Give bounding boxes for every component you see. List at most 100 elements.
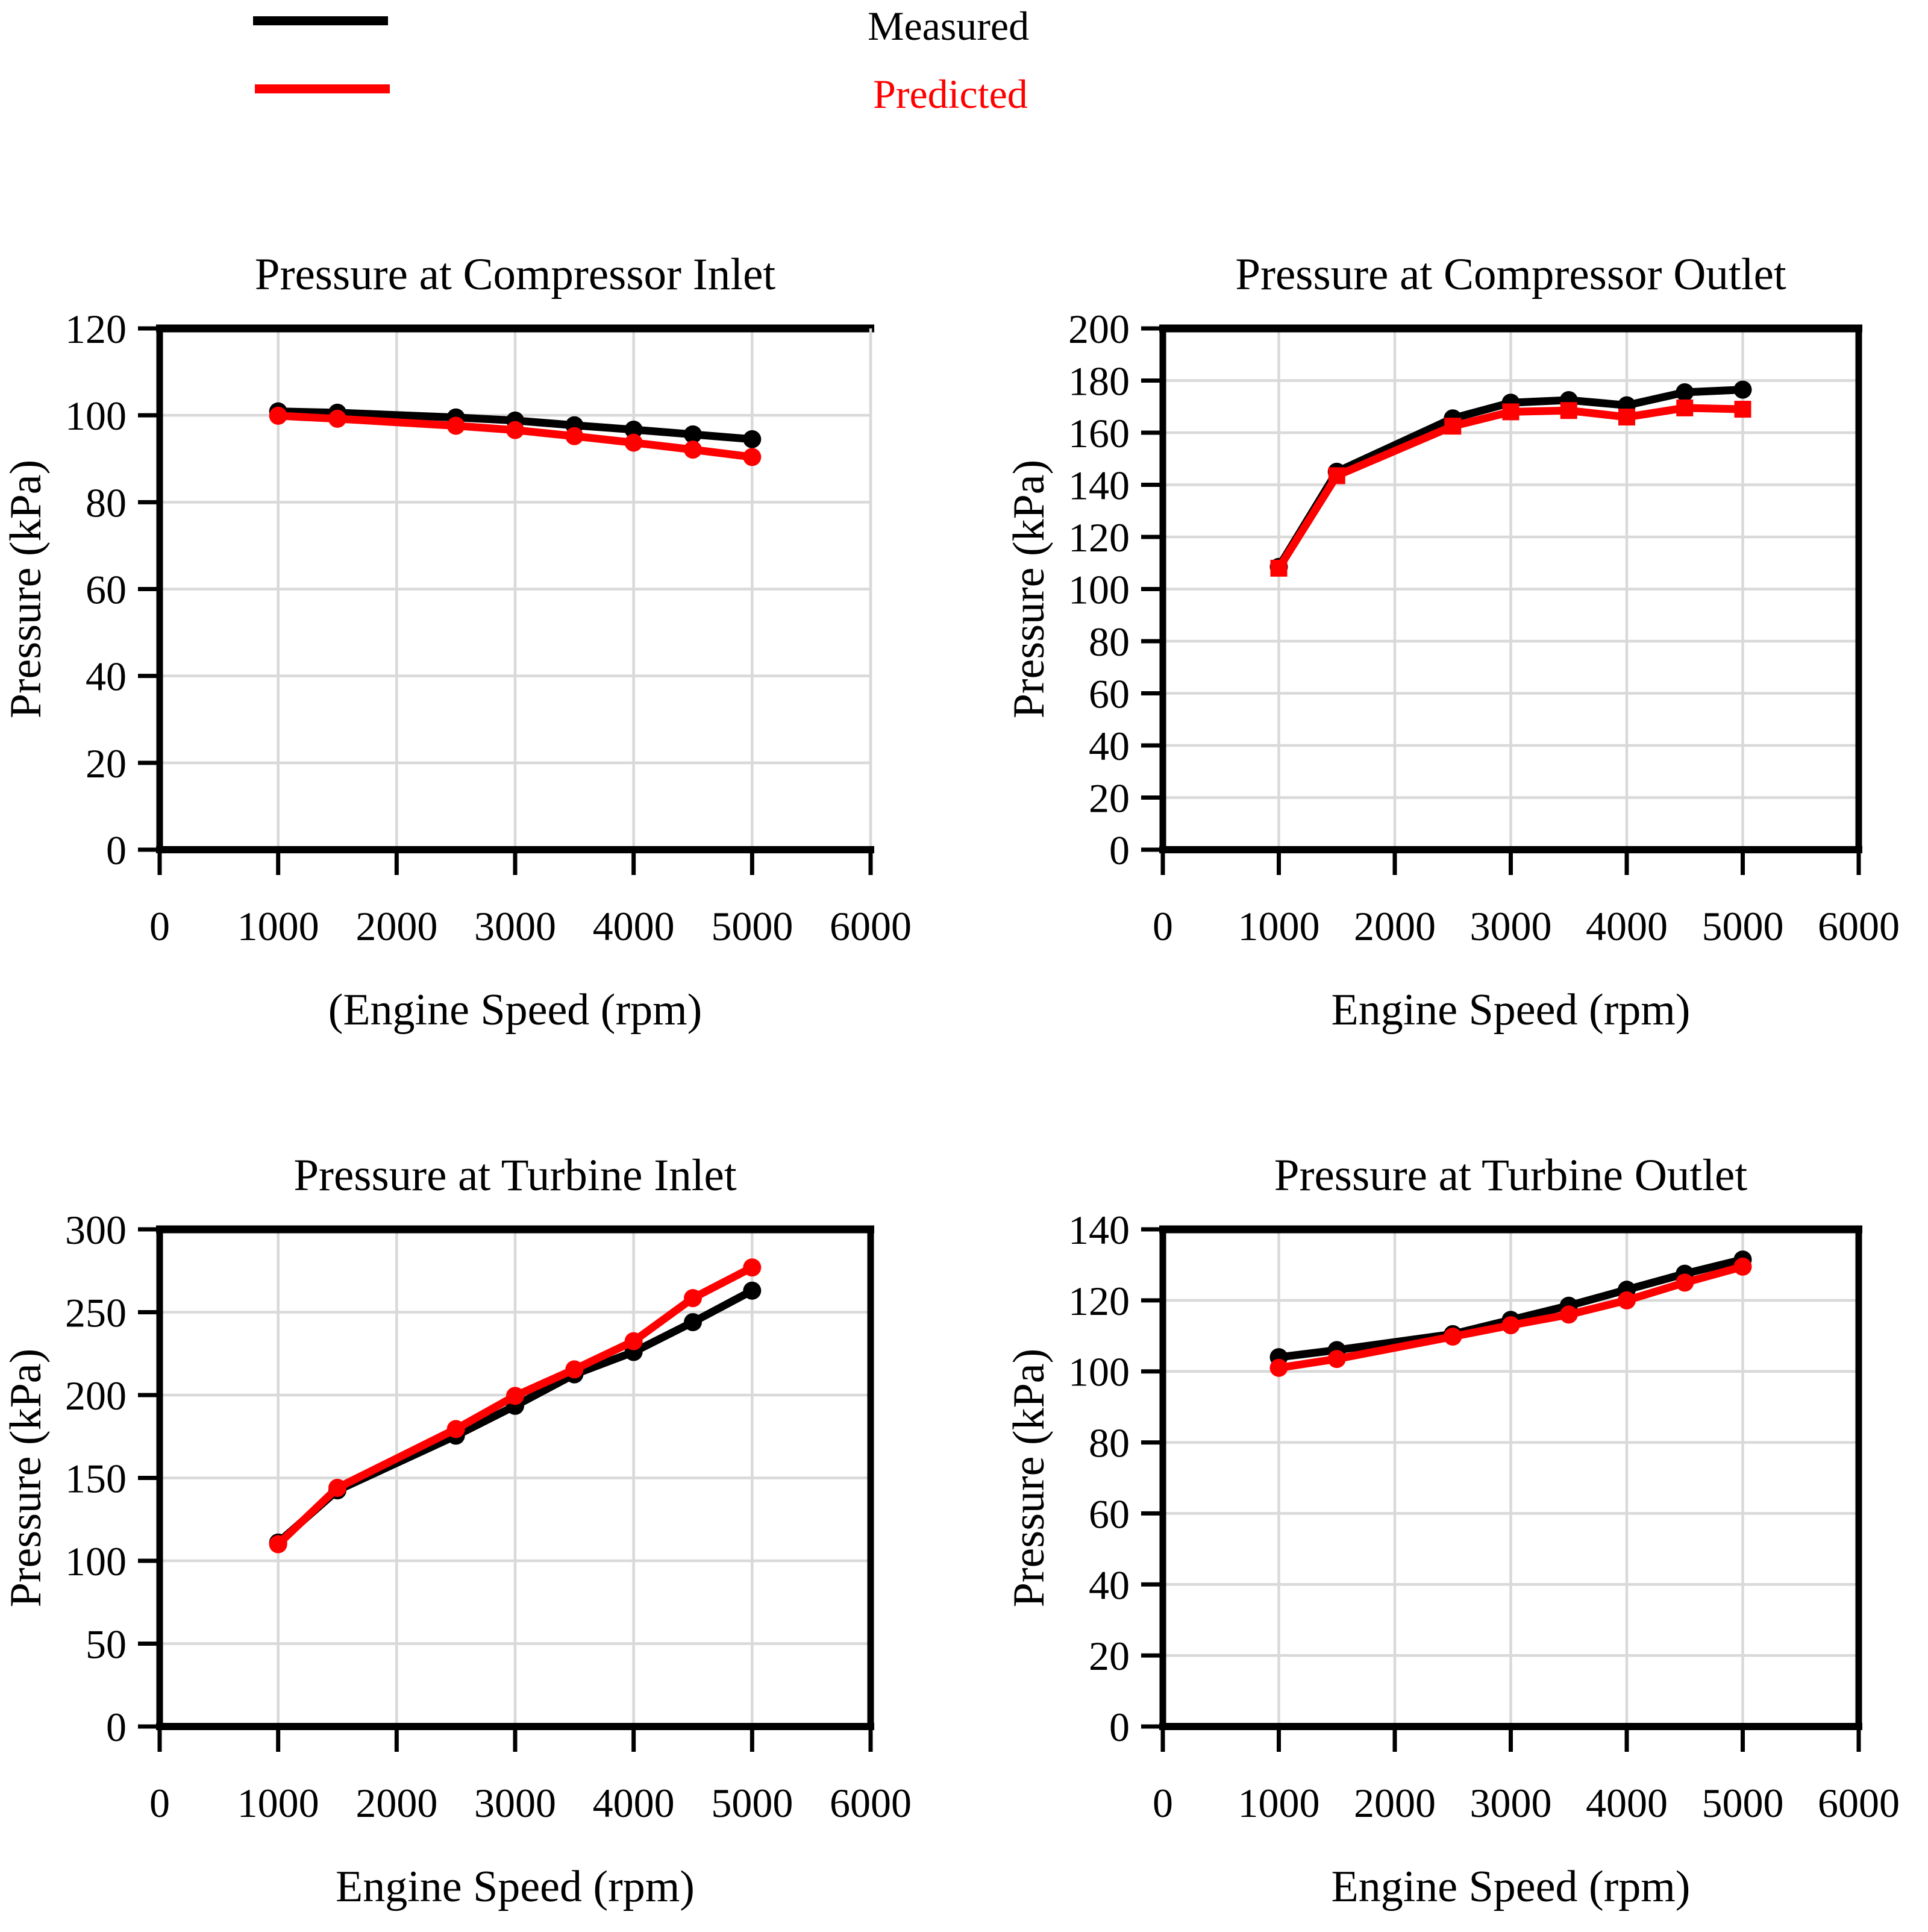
data-point-marker: [1560, 402, 1577, 419]
tick-marks: [1141, 1227, 1861, 1752]
y-tick-label: 40: [1089, 723, 1130, 769]
x-tick-label: 5000: [1702, 1780, 1784, 1826]
y-tick-label: 100: [1068, 1349, 1130, 1395]
tick-marks: [138, 1227, 873, 1752]
data-point-marker: [1618, 1291, 1636, 1309]
series-predicted: [269, 1258, 762, 1554]
tick-marks: [1141, 326, 1861, 875]
data-point-marker: [743, 430, 762, 448]
data-point-marker: [684, 441, 702, 459]
chart-svg: 0 20 40 60 80 100 120 0 1000 2000 3000 4000 5000 6000…: [1, 249, 912, 1035]
x-tick-label: 6000: [830, 1780, 912, 1826]
y-tick-labels: 0 50 100 150 200 250 300: [65, 1207, 127, 1750]
x-tick-label: 6000: [1818, 1780, 1900, 1826]
x-axis-title: Engine Speed (rpm): [1332, 985, 1691, 1035]
chart-pressure-at-compressor-inlet: 0 20 40 60 80 100 120 0 1000 2000 3000 4000 5000 6000…: [0, 181, 964, 1061]
data-point-marker: [1734, 401, 1751, 418]
x-tick-label: 5000: [711, 903, 793, 949]
data-point-marker: [446, 1420, 465, 1438]
y-axis-title: Pressure (kPa): [1004, 1349, 1054, 1608]
gridlines: [160, 1229, 872, 1727]
gridlines: [160, 328, 872, 850]
x-tick-labels: 0 1000 2000 3000 4000 5000 6000: [149, 1780, 912, 1826]
x-tick-label: 2000: [1354, 903, 1436, 949]
chart-title: Pressure at Turbine Inlet: [293, 1150, 737, 1200]
y-tick-labels: 0 20 40 60 80 100 120: [65, 306, 127, 873]
y-tick-label: 0: [106, 827, 127, 873]
data-point-marker: [1270, 559, 1288, 577]
chart-title: Pressure at Turbine Outlet: [1274, 1150, 1748, 1200]
y-tick-labels: 0 20 40 60 80 100 120 140 160 180 200: [1068, 306, 1130, 873]
series-line: [1275, 1255, 1747, 1361]
series-line: [1275, 386, 1747, 571]
chart-title: Pressure at Compressor Inlet: [255, 249, 776, 300]
y-tick-label: 120: [1068, 515, 1130, 560]
y-tick-label: 200: [65, 1373, 127, 1419]
y-tick-label: 0: [1109, 1704, 1130, 1750]
data-point-marker: [624, 1332, 643, 1350]
data-point-marker: [1501, 1316, 1520, 1335]
x-tick-label: 4000: [593, 903, 675, 949]
x-tick-label: 1000: [1238, 903, 1320, 949]
data-point-marker: [506, 421, 524, 439]
data-point-marker: [1733, 380, 1752, 399]
y-tick-label: 0: [106, 1704, 127, 1750]
x-tick-label: 3000: [1470, 903, 1552, 949]
x-tick-label: 1000: [1238, 1780, 1320, 1826]
gridlines: [1163, 1229, 1861, 1727]
x-tick-label: 6000: [1818, 903, 1900, 949]
data-point-marker: [743, 1258, 762, 1277]
chart-pressure-at-turbine-inlet: 0 50 100 150 200 250 300 0 1000 2000 3000 4000 5000 6…: [0, 1085, 964, 1932]
y-tick-label: 60: [1089, 1491, 1130, 1537]
data-point-marker: [1269, 1358, 1288, 1377]
x-tick-label: 3000: [474, 1780, 556, 1826]
data-point-marker: [624, 420, 643, 439]
series-line: [274, 407, 756, 444]
y-tick-label: 150: [65, 1456, 127, 1502]
measured-label: Measured: [868, 3, 1030, 49]
x-tick-label: 5000: [711, 1780, 793, 1826]
y-tick-label: 200: [1068, 306, 1130, 352]
data-point-marker: [565, 427, 584, 445]
y-tick-label: 140: [1068, 1207, 1130, 1253]
y-axis-title: Pressure (kPa): [1004, 460, 1054, 719]
x-tick-label: 0: [149, 903, 170, 949]
y-tick-label: 160: [1068, 410, 1130, 456]
y-tick-label: 40: [86, 654, 127, 700]
data-point-marker: [684, 1313, 702, 1331]
x-tick-label: 1000: [237, 903, 319, 949]
data-point-marker: [1444, 418, 1462, 435]
x-axis-title: Engine Speed (rpm): [336, 1862, 695, 1912]
y-tick-label: 20: [1089, 1633, 1130, 1679]
predicted-label: Predicted: [873, 71, 1028, 117]
y-tick-label: 100: [1068, 567, 1130, 613]
y-tick-label: 140: [1068, 463, 1130, 509]
data-point-marker: [743, 448, 762, 466]
axes: [1159, 1225, 1862, 1730]
y-tick-labels: 0 20 40 60 80 100 120 140: [1068, 1207, 1130, 1750]
data-point-marker: [1502, 403, 1520, 421]
y-axis-title: Pressure (kPa): [1, 460, 51, 719]
x-axis-title: (Engine Speed (rpm): [328, 985, 703, 1035]
data-point-marker: [1559, 1305, 1578, 1324]
y-tick-label: 80: [86, 480, 127, 525]
y-tick-label: 60: [1089, 671, 1130, 717]
series-predicted: [1269, 1257, 1752, 1377]
data-point-marker: [1327, 1350, 1346, 1369]
series-line: [1275, 1262, 1747, 1372]
predicted-line-swatch: [255, 84, 390, 93]
x-tick-label: 2000: [355, 1780, 437, 1826]
tick-marks: [138, 326, 873, 875]
y-tick-label: 250: [65, 1290, 127, 1336]
x-tick-labels: 0 1000 2000 3000 4000 5000 6000: [1153, 1780, 1900, 1826]
data-point-marker: [1328, 467, 1345, 485]
y-tick-label: 80: [1089, 1420, 1130, 1466]
x-axis-title: Engine Speed (rpm): [1332, 1862, 1691, 1912]
data-point-marker: [1444, 1327, 1462, 1346]
chart-title: Pressure at Compressor Outlet: [1235, 249, 1786, 300]
x-tick-label: 2000: [355, 903, 437, 949]
data-point-marker: [328, 409, 346, 428]
y-tick-label: 100: [65, 393, 127, 439]
